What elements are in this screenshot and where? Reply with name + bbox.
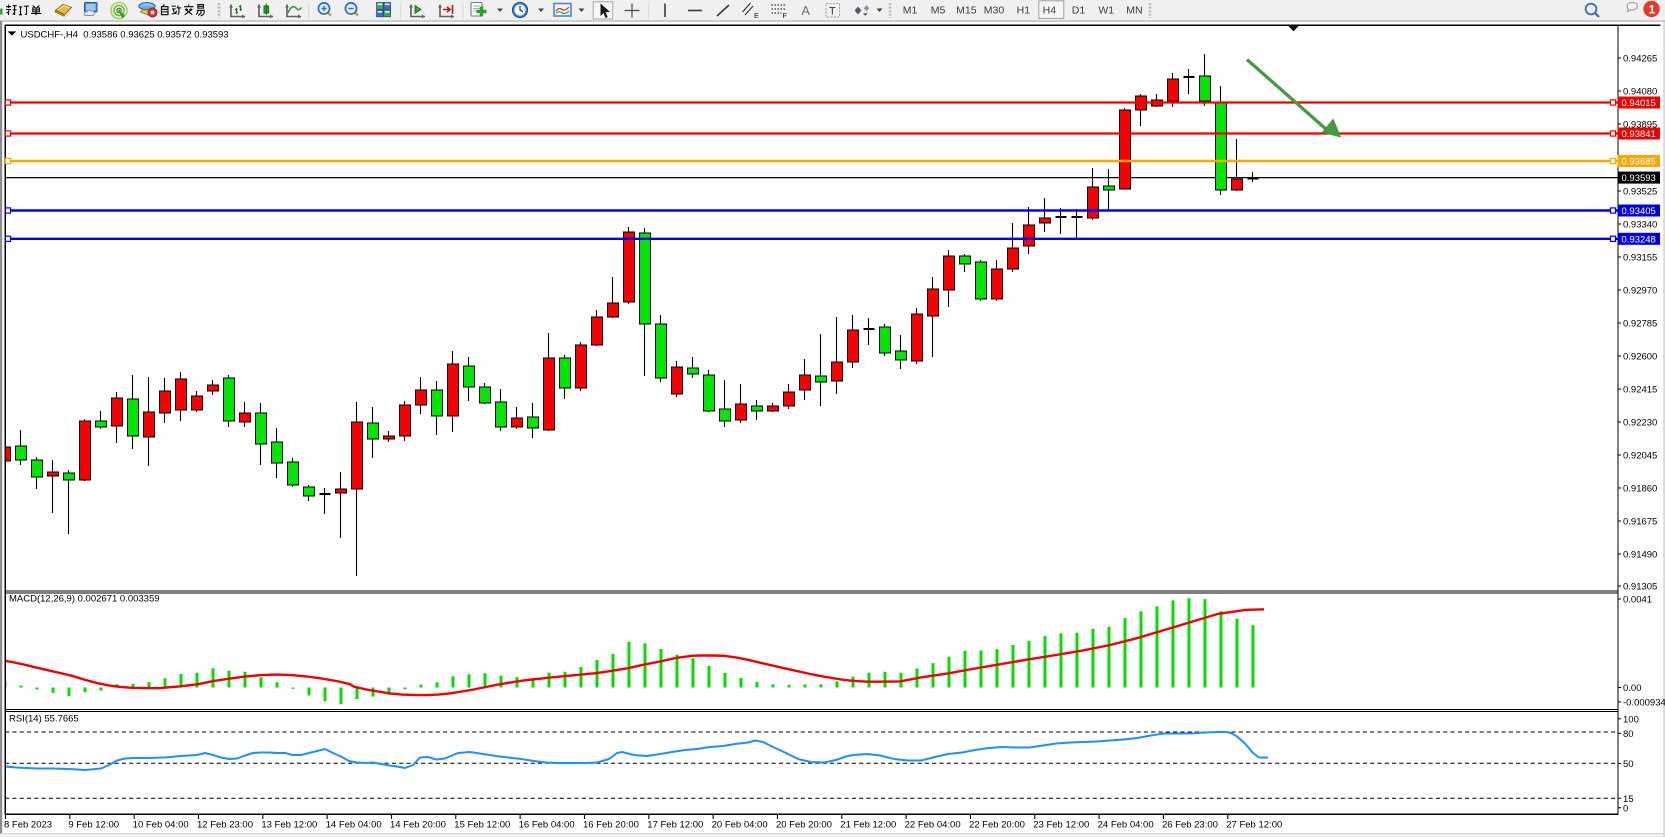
svg-text:M15: M15 (956, 5, 977, 17)
svg-text:0.93155: 0.93155 (1623, 253, 1657, 264)
svg-text:21 Feb 12:00: 21 Feb 12:00 (840, 819, 896, 830)
svg-text:20 Feb 04:00: 20 Feb 04:00 (712, 819, 768, 830)
svg-text:0.93340: 0.93340 (1623, 220, 1657, 231)
svg-text:W1: W1 (1098, 5, 1114, 17)
svg-text:1: 1 (1649, 2, 1656, 16)
svg-text:0.94015: 0.94015 (1622, 98, 1656, 109)
svg-text:0.92045: 0.92045 (1623, 451, 1657, 462)
svg-text:0.91675: 0.91675 (1623, 517, 1657, 528)
svg-text:8 Feb 2023: 8 Feb 2023 (4, 819, 52, 830)
svg-text:0.94080: 0.94080 (1623, 87, 1657, 98)
svg-text:22 Feb 04:00: 22 Feb 04:00 (905, 819, 961, 830)
svg-text:MACD(12,26,9) 0.002671 0.00335: MACD(12,26,9) 0.002671 0.003359 (9, 594, 160, 605)
svg-text:22 Feb 20:00: 22 Feb 20:00 (969, 819, 1025, 830)
svg-text:0.92415: 0.92415 (1623, 385, 1657, 396)
svg-text:H1: H1 (1017, 5, 1031, 17)
svg-text:-0.000934: -0.000934 (1623, 698, 1665, 709)
svg-text:10 Feb 04:00: 10 Feb 04:00 (133, 819, 189, 830)
svg-text:14 Feb 04:00: 14 Feb 04:00 (326, 819, 382, 830)
svg-text:0.00: 0.00 (1623, 683, 1642, 694)
svg-text:H4: H4 (1043, 5, 1057, 17)
svg-text:A: A (802, 4, 811, 18)
svg-text:0.92785: 0.92785 (1623, 319, 1657, 330)
svg-text:0.93593: 0.93593 (1622, 173, 1656, 184)
svg-text:15 Feb 12:00: 15 Feb 12:00 (454, 819, 510, 830)
svg-text:E: E (754, 11, 759, 20)
svg-text:9 Feb 12:00: 9 Feb 12:00 (68, 819, 119, 830)
svg-text:24 Feb 04:00: 24 Feb 04:00 (1098, 819, 1154, 830)
svg-text:0.91490: 0.91490 (1623, 550, 1657, 561)
svg-text:26 Feb 23:00: 26 Feb 23:00 (1162, 819, 1218, 830)
svg-text:0: 0 (1623, 803, 1628, 814)
svg-text:MN: MN (1126, 5, 1142, 17)
svg-text:100: 100 (1623, 714, 1639, 725)
svg-text:T: T (829, 6, 836, 18)
svg-text:0.92230: 0.92230 (1623, 418, 1657, 429)
svg-text:12 Feb 23:00: 12 Feb 23:00 (197, 819, 253, 830)
svg-text:D1: D1 (1072, 5, 1086, 17)
svg-text:0.93895: 0.93895 (1623, 120, 1657, 131)
svg-text:17 Feb 12:00: 17 Feb 12:00 (647, 819, 703, 830)
svg-text:0.0041: 0.0041 (1623, 595, 1652, 606)
svg-text:0.93405: 0.93405 (1622, 206, 1656, 217)
svg-text:USDCHF-,H4 0.93586 0.93625 0.: USDCHF-,H4 0.93586 0.93625 0.93572 0.935… (21, 29, 229, 40)
svg-text:F: F (783, 11, 788, 20)
svg-text:0.93248: 0.93248 (1622, 234, 1656, 245)
svg-text:13 Feb 12:00: 13 Feb 12:00 (261, 819, 317, 830)
svg-text:50: 50 (1623, 759, 1634, 770)
svg-text:27 Feb 12:00: 27 Feb 12:00 (1226, 819, 1282, 830)
svg-text:M30: M30 (984, 5, 1005, 17)
svg-text:16 Feb 20:00: 16 Feb 20:00 (583, 819, 639, 830)
svg-text:0.93525: 0.93525 (1623, 187, 1657, 198)
svg-text:23 Feb 12:00: 23 Feb 12:00 (1033, 819, 1089, 830)
svg-text:0.91860: 0.91860 (1623, 484, 1657, 495)
svg-text:0.91305: 0.91305 (1623, 582, 1657, 593)
svg-text:0.93685: 0.93685 (1622, 157, 1656, 168)
svg-text:M5: M5 (931, 5, 946, 17)
svg-text:16 Feb 04:00: 16 Feb 04:00 (519, 819, 575, 830)
svg-text:RSI(14) 55.7665: RSI(14) 55.7665 (9, 714, 79, 725)
svg-text:0.94265: 0.94265 (1623, 54, 1657, 65)
svg-text:15: 15 (1623, 794, 1634, 805)
svg-text:80: 80 (1623, 729, 1634, 740)
svg-text:0.92600: 0.92600 (1623, 352, 1657, 363)
svg-text:0.93841: 0.93841 (1622, 129, 1656, 140)
svg-text:14 Feb 20:00: 14 Feb 20:00 (390, 819, 446, 830)
svg-text:0.92970: 0.92970 (1623, 286, 1657, 297)
svg-text:20 Feb 20:00: 20 Feb 20:00 (776, 819, 832, 830)
svg-text:M1: M1 (903, 5, 918, 17)
